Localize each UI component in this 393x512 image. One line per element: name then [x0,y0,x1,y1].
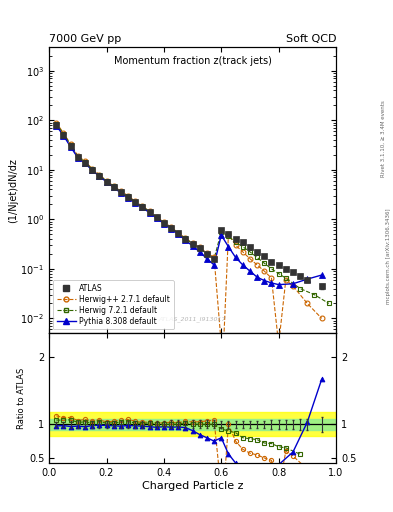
Bar [49,412,336,436]
Text: mcplots.cern.ch [arXiv:1306.3436]: mcplots.cern.ch [arXiv:1306.3436] [386,208,391,304]
Bar [49,419,336,430]
Text: ATLAS_2011_I913017: ATLAS_2011_I913017 [159,316,226,322]
Y-axis label: Ratio to ATLAS: Ratio to ATLAS [17,368,26,429]
Text: Soft QCD: Soft QCD [286,33,336,44]
X-axis label: Charged Particle z: Charged Particle z [142,481,243,491]
Text: Momentum fraction z(track jets): Momentum fraction z(track jets) [114,56,272,66]
Legend: ATLAS, Herwig++ 2.7.1 default, Herwig 7.2.1 default, Pythia 8.308 default: ATLAS, Herwig++ 2.7.1 default, Herwig 7.… [53,280,174,329]
Text: 7000 GeV pp: 7000 GeV pp [49,33,121,44]
Text: Rivet 3.1.10, ≥ 3.4M events: Rivet 3.1.10, ≥ 3.4M events [381,100,386,177]
Y-axis label: (1/Njet)dN/dz: (1/Njet)dN/dz [7,158,18,223]
